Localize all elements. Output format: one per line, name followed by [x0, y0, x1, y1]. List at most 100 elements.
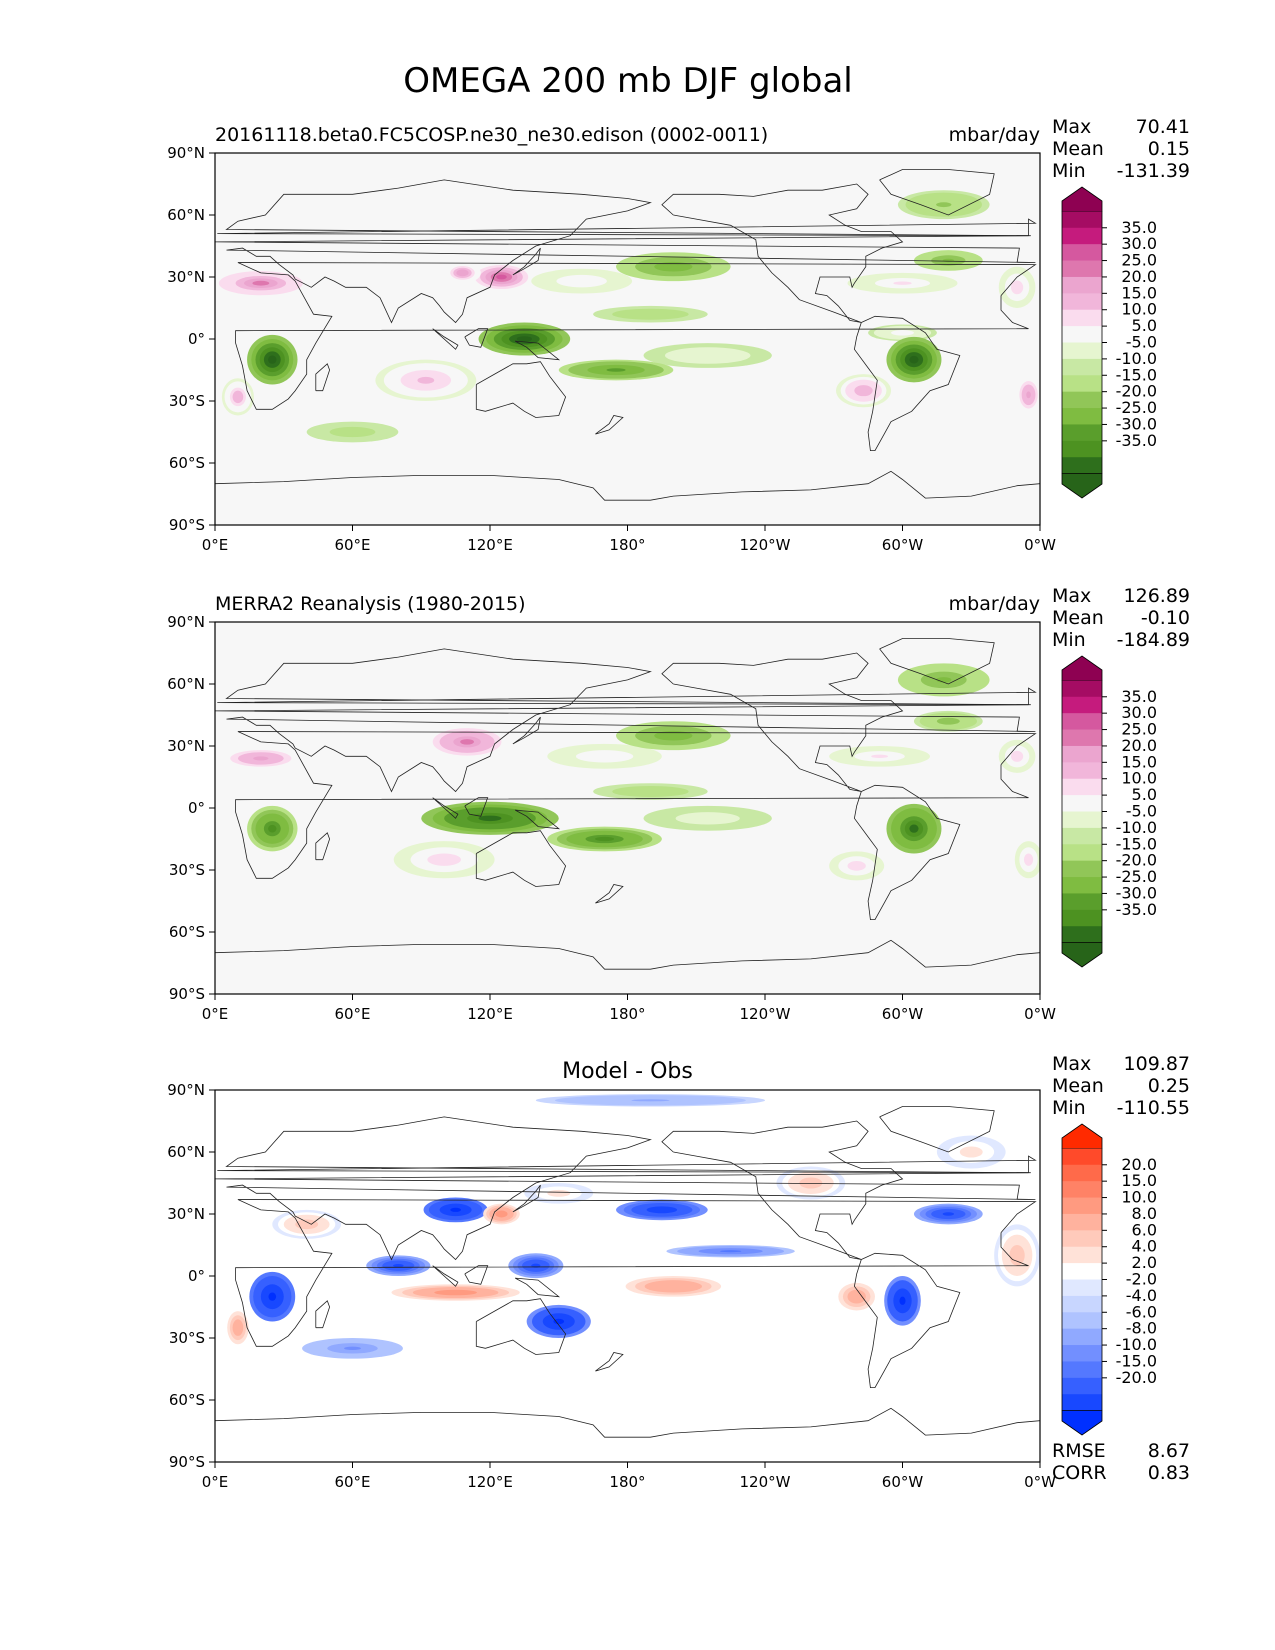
coastline-africa: [235, 262, 1037, 410]
field-contour-14-5: [235, 1323, 241, 1332]
colorbar-segment: [1062, 424, 1102, 442]
coastline-north_america: [661, 652, 904, 792]
colorbar-segment: [1062, 1312, 1102, 1330]
x-tick-label: 0°W: [1024, 536, 1056, 554]
stat-label: RMSE: [1052, 1440, 1106, 1462]
y-tick-label: 30°N: [167, 737, 205, 755]
coastline-antarctica: [215, 1407, 1040, 1438]
field-contour-6-5: [235, 393, 241, 400]
colorbar: 20.015.010.08.06.04.02.0-2.0-4.0-6.0-8.0…: [1061, 1123, 1157, 1436]
y-tick-label: 60°N: [167, 206, 205, 224]
colorbar-segment: [1062, 408, 1102, 425]
stat-label: Mean: [1052, 138, 1104, 160]
panel-title: 20161118.beta0.FC5COSP.ne30_ne30.edison …: [215, 124, 768, 146]
colorbar-label: -4.0: [1126, 1286, 1157, 1305]
coastline-north_america: [661, 183, 904, 323]
figure-title: OMEGA 200 mb DJF global: [403, 61, 852, 101]
y-tick-label: 60°S: [169, 923, 205, 941]
colorbar-extend-top: [1061, 1123, 1103, 1149]
colorbar-segment: [1062, 375, 1102, 393]
colorbar-label: 4.0: [1132, 1237, 1157, 1256]
coastline-japan: [512, 1184, 541, 1213]
y-tick-label: 30°S: [169, 1329, 205, 1347]
coastline-new_zealand: [595, 884, 624, 904]
colorbar-segment: [1062, 457, 1102, 475]
coastline-africa: [235, 731, 1037, 879]
coastline-north_america: [661, 1120, 904, 1260]
coastline-south_america: [853, 1252, 961, 1388]
field-contour-15-5: [909, 355, 919, 364]
field-contour-12-5: [909, 824, 919, 833]
field-contour-16-5: [942, 719, 955, 723]
colorbar-segment: [1062, 391, 1102, 409]
colorbar-label: 20.0: [1121, 267, 1157, 286]
x-tick-label: 180°: [609, 536, 645, 554]
field-layer: [221, 1094, 1040, 1359]
field-contour-6-5: [852, 863, 862, 869]
x-tick-label: 60°W: [882, 536, 924, 554]
field-contour-13-5: [663, 733, 683, 739]
colorbar-label: -10.0: [1116, 1335, 1157, 1354]
colorbar-segment: [1062, 1181, 1102, 1199]
colorbar-label: -30.0: [1116, 414, 1157, 433]
stat-label: Min: [1052, 160, 1086, 182]
colorbar-label: -5.0: [1126, 802, 1157, 821]
colorbar-segment: [1062, 1295, 1102, 1313]
coastlines: [215, 169, 1040, 501]
colorbar-label: 30.0: [1121, 703, 1157, 722]
colorbar-extend-bottom: [1061, 1410, 1103, 1436]
field-contour-0-5: [252, 280, 270, 286]
x-tick-label: 0°E: [202, 1005, 229, 1023]
colorbar-label: -25.0: [1116, 398, 1157, 417]
y-tick-label: 90°S: [169, 1453, 205, 1471]
field-layer: [215, 663, 1040, 881]
coastlines: [215, 638, 1040, 970]
field-contour-9-5: [631, 1099, 670, 1102]
x-tick-label: 60°W: [882, 1005, 924, 1023]
colorbar-extend-bottom: [1061, 942, 1103, 968]
colorbar-segment: [1062, 795, 1102, 812]
colorbar-label: -10.0: [1116, 818, 1157, 837]
stat-value: -184.89: [1117, 629, 1190, 651]
y-tick-label: 60°N: [167, 675, 205, 693]
field-contour-20-5: [640, 312, 660, 316]
coastline-indonesia: [432, 1265, 459, 1287]
field-contour-2-5: [595, 754, 615, 759]
field-contour-13-5: [498, 1212, 505, 1216]
field-contour-18-5: [936, 202, 952, 208]
colorbar-segment: [1062, 1164, 1102, 1182]
field-contour-4-5: [893, 281, 912, 285]
coastline-new_zealand: [595, 1352, 624, 1372]
coastline-greenland: [879, 169, 995, 216]
y-tick-label: 0°: [188, 1267, 205, 1285]
colorbar-segment: [1062, 811, 1102, 829]
y-tick-label: 0°: [188, 330, 205, 348]
y-tick-label: 60°S: [169, 454, 205, 472]
colorbar-label: 15.0: [1121, 1171, 1157, 1190]
stat-value: 0.15: [1148, 138, 1190, 160]
coastline-madagascar: [315, 1300, 331, 1329]
colorbar-label: 30.0: [1121, 234, 1157, 253]
colorbar-label: 10.0: [1121, 300, 1157, 319]
y-tick-label: 60°S: [169, 1391, 205, 1409]
stat-label: Mean: [1052, 607, 1104, 629]
stat-value: -110.55: [1117, 1097, 1190, 1119]
colorbar-segment: [1062, 440, 1102, 458]
colorbar-segment: [1062, 713, 1102, 731]
colorbar-segment: [1062, 827, 1102, 845]
coastline-japan: [512, 247, 541, 276]
colorbar-segment: [1062, 260, 1102, 278]
field-contour-8-5: [719, 1250, 742, 1253]
field-contour-3-5: [553, 1318, 565, 1325]
colorbar-segment: [1062, 1328, 1102, 1346]
coastline-eurasia: [215, 179, 1036, 324]
colorbar-segment: [1062, 342, 1102, 360]
x-tick-label: 180°: [609, 1005, 645, 1023]
colorbar-segment: [1062, 1279, 1102, 1297]
y-tick-label: 90°N: [167, 613, 205, 631]
x-tick-label: 120°W: [740, 1473, 791, 1491]
colorbar-label: 35.0: [1121, 218, 1157, 237]
y-tick-label: 30°N: [167, 268, 205, 286]
field-contour-7-5: [1026, 856, 1031, 863]
coastline-indonesia: [432, 328, 459, 350]
